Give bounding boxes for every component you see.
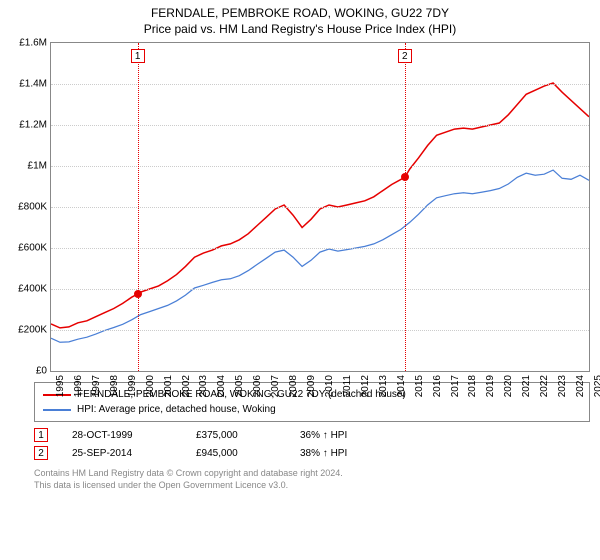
x-tick-label: 2025: [593, 375, 600, 397]
y-tick-label: £200K: [18, 325, 47, 336]
gridline-h: [51, 330, 589, 331]
plot-area: £0£200K£400K£600K£800K£1M£1.2M£1.4M£1.6M…: [50, 42, 590, 372]
x-tick-label: 2011: [342, 375, 353, 397]
x-tick-label: 2012: [360, 375, 371, 397]
x-tick-label: 2017: [450, 375, 461, 397]
y-tick-label: £600K: [18, 243, 47, 254]
sale-date: 28-OCT-1999: [72, 430, 172, 441]
x-tick-label: 2007: [270, 375, 281, 397]
x-tick-label: 2008: [288, 375, 299, 397]
x-tick-label: 2021: [521, 375, 532, 397]
sale-date: 25-SEP-2014: [72, 448, 172, 459]
legend-row: HPI: Average price, detached house, Woki…: [43, 402, 581, 417]
gridline-h: [51, 207, 589, 208]
chart-subtitle: Price paid vs. HM Land Registry's House …: [0, 20, 600, 42]
series-line-ferndale: [51, 83, 589, 328]
event-line: [405, 43, 406, 371]
sales-row: 2 25-SEP-2014 £945,000 38% ↑ HPI: [34, 444, 590, 462]
x-tick-label: 2013: [378, 375, 389, 397]
x-tick-label: 2024: [575, 375, 586, 397]
x-tick-label: 2005: [234, 375, 245, 397]
x-tick-label: 2016: [432, 375, 443, 397]
y-tick-label: £800K: [18, 202, 47, 213]
event-line: [138, 43, 139, 371]
sale-badge: 1: [34, 428, 48, 442]
chart-container: FERNDALE, PEMBROKE ROAD, WOKING, GU22 7D…: [0, 0, 600, 560]
footnote-line: Contains HM Land Registry data © Crown c…: [34, 468, 590, 480]
x-tick-label: 2004: [216, 375, 227, 397]
y-tick-label: £1.4M: [19, 79, 47, 90]
y-tick-label: £1M: [28, 161, 47, 172]
x-tick-label: 2003: [198, 375, 209, 397]
x-tick-label: 2001: [163, 375, 174, 397]
gridline-h: [51, 289, 589, 290]
sale-point-dot: [401, 173, 409, 181]
event-marker: 1: [131, 49, 145, 63]
y-tick-label: £400K: [18, 284, 47, 295]
sale-badge: 2: [34, 446, 48, 460]
gridline-h: [51, 248, 589, 249]
footnote-line: This data is licensed under the Open Gov…: [34, 480, 590, 492]
legend-swatch: [43, 409, 71, 411]
y-tick-label: £1.2M: [19, 120, 47, 131]
sales-table: 1 28-OCT-1999 £375,000 36% ↑ HPI 2 25-SEP-201…: [34, 426, 590, 462]
x-tick-label: 2022: [539, 375, 550, 397]
x-tick-label: 1998: [109, 375, 120, 397]
x-tick-label: 1995: [55, 375, 66, 397]
x-tick-label: 2006: [252, 375, 263, 397]
x-tick-label: 2023: [557, 375, 568, 397]
x-tick-label: 2014: [396, 375, 407, 397]
sale-price: £375,000: [196, 430, 276, 441]
sale-point-dot: [134, 290, 142, 298]
x-tick-label: 2002: [181, 375, 192, 397]
gridline-h: [51, 166, 589, 167]
gridline-h: [51, 125, 589, 126]
x-tick-label: 2010: [324, 375, 335, 397]
x-tick-label: 2020: [503, 375, 514, 397]
chart-title: FERNDALE, PEMBROKE ROAD, WOKING, GU22 7D…: [0, 0, 600, 20]
y-tick-label: £1.6M: [19, 38, 47, 49]
footnote: Contains HM Land Registry data © Crown c…: [34, 468, 590, 491]
gridline-h: [51, 84, 589, 85]
legend-label: HPI: Average price, detached house, Woki…: [77, 404, 276, 415]
x-tick-label: 2015: [414, 375, 425, 397]
x-tick-label: 2009: [306, 375, 317, 397]
sale-price: £945,000: [196, 448, 276, 459]
x-tick-label: 1997: [91, 375, 102, 397]
x-tick-label: 2000: [145, 375, 156, 397]
x-tick-label: 1999: [127, 375, 138, 397]
sale-hpi-delta: 38% ↑ HPI: [300, 448, 347, 459]
y-tick-label: £0: [36, 366, 47, 377]
series-line-hpi: [51, 170, 589, 342]
sale-hpi-delta: 36% ↑ HPI: [300, 430, 347, 441]
x-tick-label: 1996: [73, 375, 84, 397]
x-tick-label: 2018: [467, 375, 478, 397]
sales-row: 1 28-OCT-1999 £375,000 36% ↑ HPI: [34, 426, 590, 444]
x-tick-label: 2019: [485, 375, 496, 397]
event-marker: 2: [398, 49, 412, 63]
